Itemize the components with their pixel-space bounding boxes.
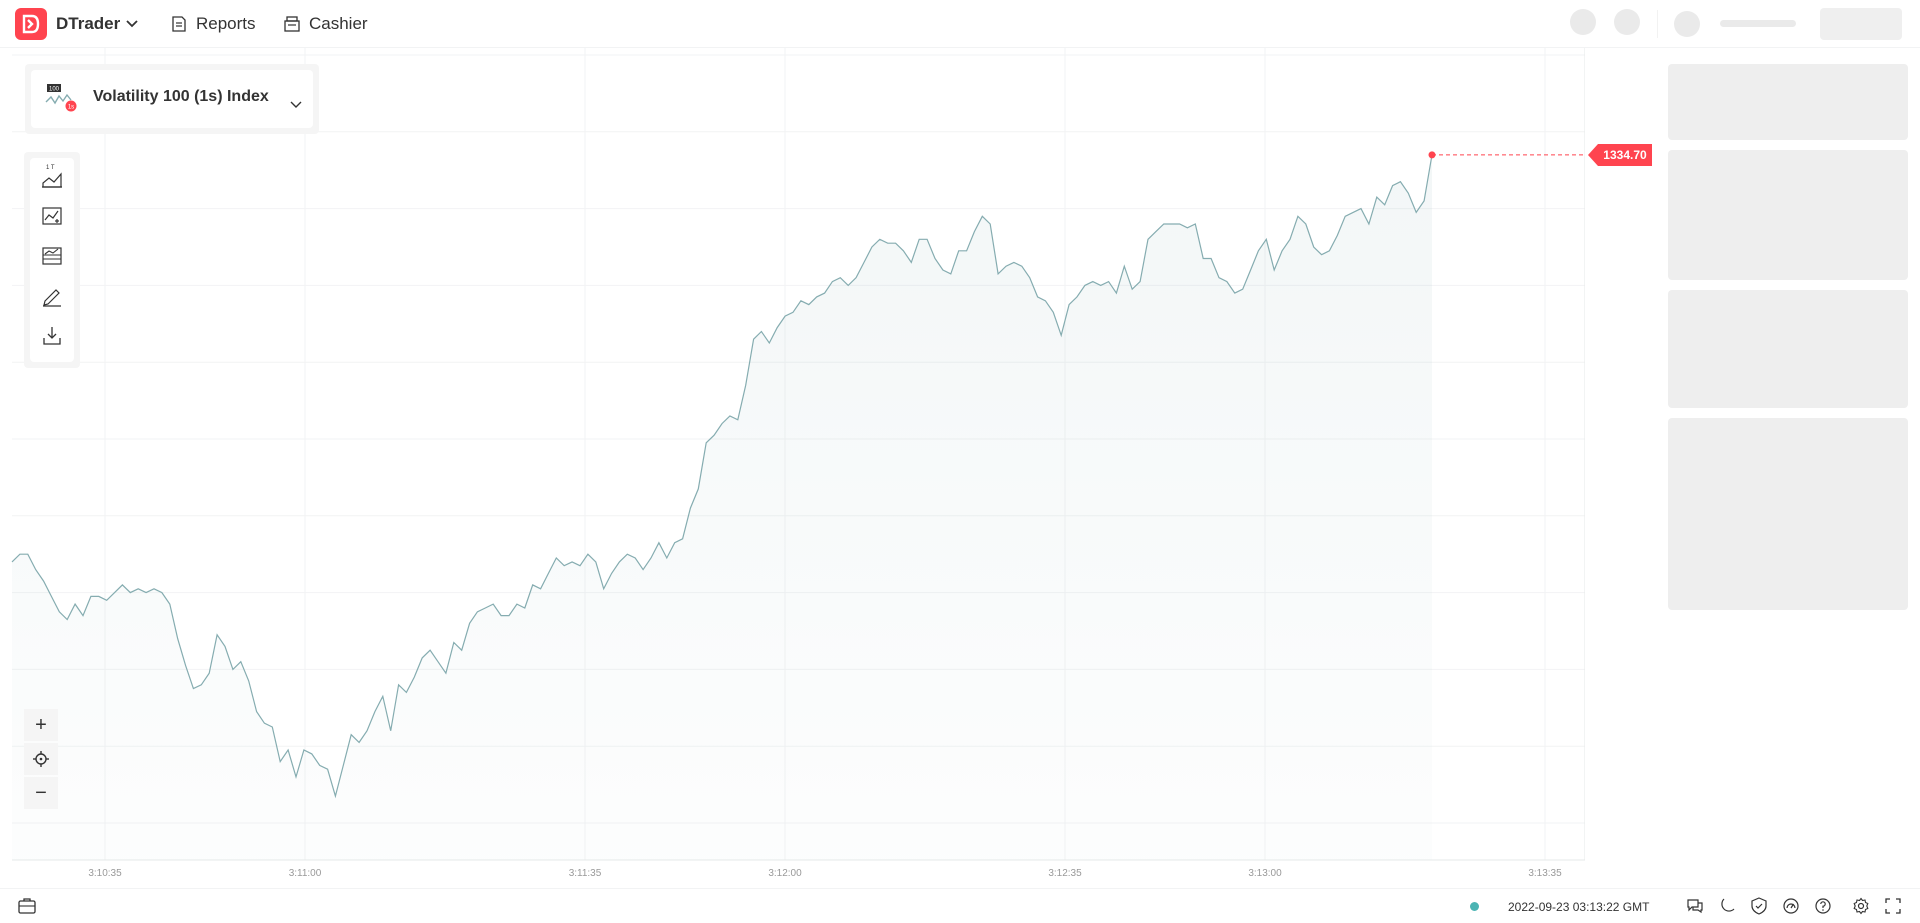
crosshair-button[interactable] bbox=[24, 743, 58, 775]
loading-placeholder bbox=[1820, 8, 1902, 40]
loading-placeholder bbox=[1614, 9, 1640, 35]
x-tick-label: 3:12:35 bbox=[1048, 868, 1082, 879]
chevron-down-icon[interactable] bbox=[289, 98, 303, 112]
network-status-icon[interactable] bbox=[1470, 902, 1479, 911]
loading-placeholder bbox=[1720, 20, 1796, 27]
price-chart[interactable]: 1336.001335.001334.001333.001332.001331.… bbox=[0, 48, 1585, 888]
responsible-trading-icon[interactable] bbox=[1750, 897, 1768, 915]
price-line bbox=[11, 154, 1433, 799]
price-area bbox=[12, 154, 1432, 861]
loading-placeholder bbox=[1668, 64, 1908, 140]
loading-placeholder bbox=[1668, 150, 1908, 280]
reports-icon bbox=[172, 16, 186, 32]
x-tick-label: 3:12:00 bbox=[768, 868, 802, 879]
last-tick-marker bbox=[1428, 151, 1436, 159]
x-tick-label: 3:13:00 bbox=[1248, 868, 1282, 879]
deriv-logo-icon[interactable] bbox=[15, 8, 47, 40]
area-chart-icon: 1 T bbox=[42, 165, 62, 188]
chat-icon[interactable] bbox=[1686, 897, 1704, 915]
chart-type-button[interactable]: 1 T bbox=[38, 162, 66, 190]
indicators-button[interactable] bbox=[38, 202, 66, 230]
dark-mode-icon[interactable] bbox=[1718, 897, 1736, 915]
server-time: 2022-09-23 03:13:22 GMT bbox=[1508, 900, 1650, 914]
positions-icon[interactable] bbox=[17, 896, 37, 916]
current-price-tag: 1334.70 bbox=[1588, 143, 1652, 166]
pencil-icon bbox=[43, 289, 61, 307]
x-tick-label: 3:11:00 bbox=[289, 868, 322, 879]
nav-reports[interactable]: Reports bbox=[170, 13, 256, 35]
chart-templates-button[interactable] bbox=[38, 242, 66, 270]
svg-text:1 T: 1 T bbox=[46, 165, 55, 171]
symbol-name: Volatility 100 (1s) Index bbox=[93, 88, 269, 105]
loading-placeholder bbox=[1570, 9, 1596, 35]
app-switcher-label[interactable]: DTrader bbox=[56, 14, 121, 33]
header-divider bbox=[1657, 10, 1658, 38]
download-icon bbox=[43, 327, 61, 345]
svg-text:1s: 1s bbox=[68, 105, 74, 111]
chevron-down-icon[interactable] bbox=[124, 16, 140, 32]
download-button[interactable] bbox=[38, 322, 66, 350]
zoom-out-button[interactable]: − bbox=[24, 777, 58, 809]
help-icon[interactable] bbox=[1814, 897, 1832, 915]
x-tick-label: 3:10:35 bbox=[88, 868, 122, 879]
account-limits-icon[interactable] bbox=[1782, 897, 1800, 915]
nav-cashier[interactable]: Cashier bbox=[283, 13, 368, 35]
chart-toolbar: 1 T bbox=[24, 152, 80, 368]
crosshair-icon bbox=[33, 751, 49, 767]
symbol-icon-badge: 100 bbox=[49, 87, 60, 93]
nav-reports-label: Reports bbox=[196, 14, 256, 33]
volatility-index-icon: 100 1s bbox=[45, 84, 77, 112]
cashier-icon bbox=[284, 16, 300, 32]
x-tick-label: 3:11:35 bbox=[569, 868, 602, 879]
nav-cashier-label: Cashier bbox=[309, 14, 368, 33]
indicators-icon bbox=[42, 207, 62, 225]
templates-icon bbox=[42, 247, 62, 265]
zoom-controls: + − bbox=[24, 709, 58, 809]
chart-area[interactable]: 1336.001335.001334.001333.001332.001331.… bbox=[0, 48, 1585, 888]
symbol-selector[interactable]: 100 1s Volatility 100 (1s) Index bbox=[25, 64, 319, 134]
fullscreen-icon[interactable] bbox=[1884, 897, 1902, 915]
current-price-label: 1334.70 bbox=[1598, 143, 1652, 166]
drawing-tools-button[interactable] bbox=[38, 282, 66, 310]
settings-icon[interactable] bbox=[1852, 897, 1870, 915]
loading-placeholder bbox=[1668, 418, 1908, 610]
loading-placeholder bbox=[1674, 11, 1700, 37]
header: DTrader Reports Cashier bbox=[0, 0, 1920, 48]
footer: 2022-09-23 03:13:22 GMT bbox=[0, 888, 1920, 923]
loading-placeholder bbox=[1668, 290, 1908, 408]
zoom-in-button[interactable]: + bbox=[24, 709, 58, 741]
x-tick-label: 3:13:35 bbox=[1528, 868, 1562, 879]
